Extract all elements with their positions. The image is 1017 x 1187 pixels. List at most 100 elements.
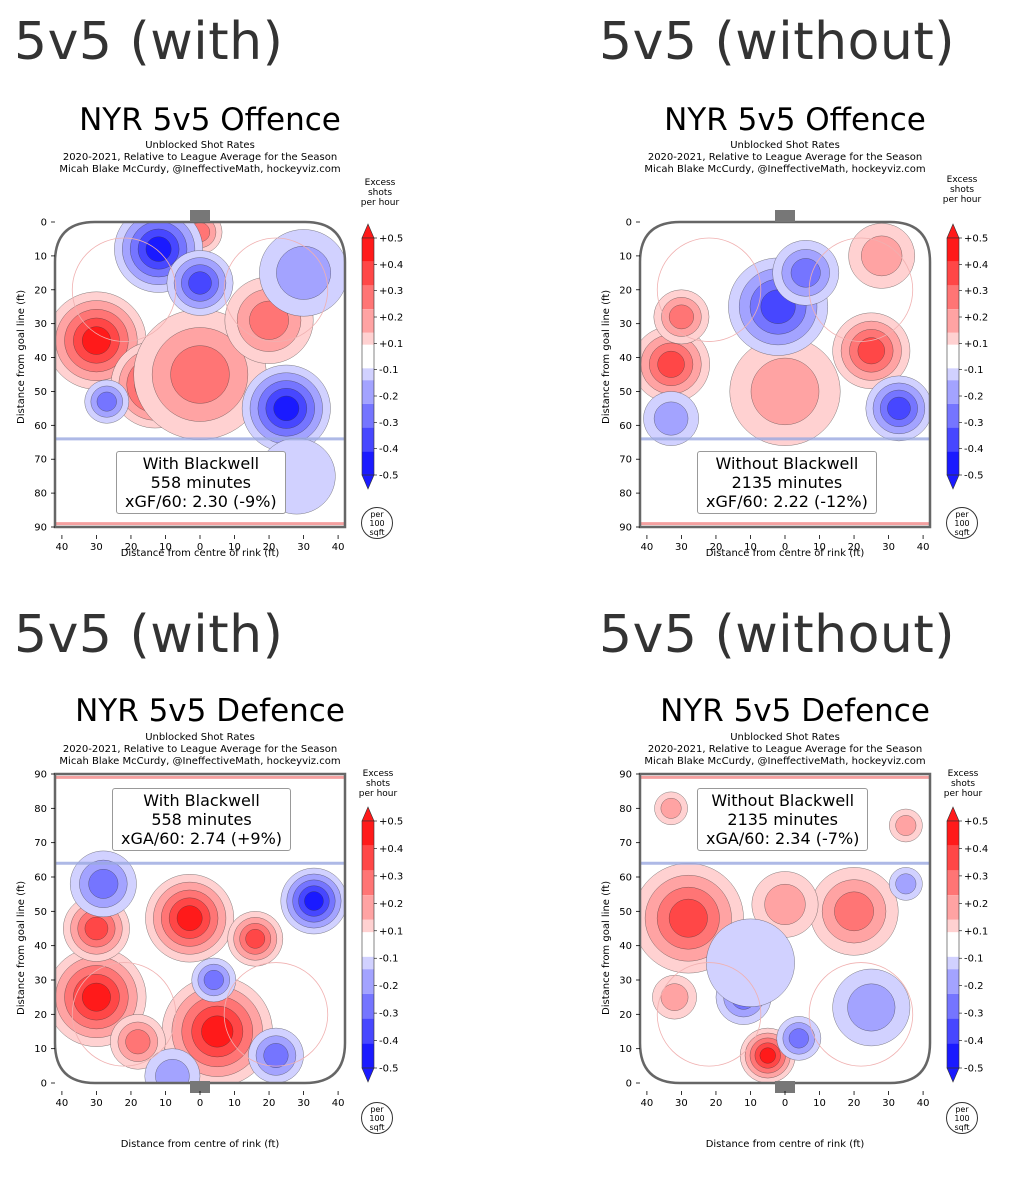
x-tick-label: 30	[882, 542, 895, 553]
faceoff-circle	[71, 962, 177, 1067]
info-box: With Blackwell 558 minutes xGF/60: 2.30 …	[116, 451, 286, 514]
y-tick-label: 50	[619, 907, 632, 918]
colorbar-frame	[361, 237, 375, 476]
x-tick-label: 10	[228, 542, 241, 553]
y-axis-label: Distance from goal line (ft)	[16, 880, 27, 1015]
heat-contour	[788, 1028, 809, 1049]
x-axis-label: Distance from centre of rink (ft)	[120, 1139, 280, 1150]
y-tick-label: 80	[619, 489, 632, 500]
y-axis-label: Distance from goal line (ft)	[16, 289, 27, 424]
colorbar-title-line: per hour	[360, 198, 400, 208]
info-xg: xGF/60: 2.22 (-12%)	[706, 492, 868, 511]
heat-contour	[857, 337, 886, 365]
colorbar-title-line: per hour	[358, 789, 398, 799]
panel-defence-without: 5v5 (without) NYR 5v5 Defence Unblocked …	[585, 593, 1017, 1186]
colorbar-segment	[362, 969, 374, 994]
colorbar-tick-label: +0.2	[964, 313, 988, 324]
x-tick-label: 10	[813, 542, 826, 553]
x-tick-label: 30	[297, 542, 310, 553]
heat-contour	[668, 304, 694, 330]
chart-title: NYR 5v5 Offence	[79, 102, 341, 138]
colorbar-extend-bottom	[946, 1067, 960, 1083]
colorbar-title-line: shots	[949, 185, 975, 195]
chart-subtitle-1: Unblocked Shot Rates	[145, 732, 255, 743]
colorbar-tick-label: -0.5	[379, 1064, 399, 1075]
heat-contour	[750, 357, 820, 426]
x-tick-label: 20	[125, 542, 138, 553]
heatmap-layer	[55, 774, 345, 1083]
colorbar-tick-label: -0.3	[379, 1009, 399, 1020]
panel-offence-with: 5v5 (with) NYR 5v5 Offence Unblocked Sho…	[0, 0, 508, 593]
heat-contour	[660, 983, 689, 1011]
colorbar-extend-top	[361, 223, 375, 239]
colorbar-tick-label: -0.4	[964, 444, 984, 455]
goal-net	[190, 1081, 210, 1093]
x-tick-label: 40	[641, 1098, 654, 1109]
info-box: With Blackwell 558 minutes xGA/60: 2.74 …	[112, 788, 292, 851]
colorbar-segment	[947, 261, 959, 286]
y-tick-label: 40	[34, 353, 47, 364]
colorbar-unit-badge: per 100 sqft	[946, 1102, 978, 1134]
y-tick-label: 90	[34, 523, 47, 534]
unit-line: per	[955, 1105, 969, 1114]
y-tick-label: 60	[34, 873, 47, 884]
faceoff-circle	[656, 237, 762, 342]
x-tick-label: 30	[882, 1098, 895, 1109]
y-tick-label: 30	[34, 976, 47, 987]
colorbar-tick-label: -0.1	[964, 365, 984, 376]
unit-line: 100	[369, 1114, 385, 1123]
panel-defence-with: 5v5 (with) NYR 5v5 Defence Unblocked Sho…	[0, 593, 508, 1186]
y-tick-label: 70	[619, 838, 632, 849]
info-player: With Blackwell	[142, 454, 260, 473]
heat-contour	[273, 395, 300, 422]
colorbar-segment	[362, 993, 374, 1019]
y-tick-label: 20	[619, 285, 632, 296]
colorbar-segment	[947, 1018, 959, 1044]
y-tick-label: 70	[34, 838, 47, 849]
faceoff-circle	[808, 237, 914, 342]
x-tick-label: 20	[125, 1098, 138, 1109]
colorbar-extend-bottom	[946, 474, 960, 490]
heat-contour	[861, 235, 903, 277]
x-tick-label: 20	[848, 1098, 861, 1109]
colorbar-segment	[947, 993, 959, 1019]
heat-contour	[706, 918, 795, 1008]
colorbar-segment	[947, 895, 959, 920]
heatmap-plot: 90 80 70 60 50 40 30 20 10 0 40 30 20 10 0 10 20 30 40 +0.5…	[619, 770, 988, 1110]
x-tick-label: 0	[782, 1098, 788, 1109]
colorbar-tick-label: +0.3	[379, 871, 403, 882]
colorbar-extend-bottom	[361, 474, 375, 490]
heat-contour	[668, 898, 708, 938]
faceoff-circle	[223, 237, 329, 342]
unit-line: sqft	[954, 528, 970, 537]
x-tick-label: 10	[744, 542, 757, 553]
y-tick-label: 60	[34, 421, 47, 432]
colorbar-tick-label: +0.5	[379, 817, 403, 828]
unit-line: sqft	[369, 1123, 385, 1132]
colorbar-tick-label: +0.2	[964, 899, 988, 910]
heat-contour	[96, 391, 117, 412]
rink-boards	[638, 220, 932, 529]
colorbar-neutral	[947, 344, 959, 369]
heat-contour	[245, 928, 266, 949]
x-tick-label: 20	[263, 1098, 276, 1109]
colorbar-title: Excess shots per hour	[932, 175, 992, 205]
heat-contour	[176, 905, 203, 932]
colorbar-segment	[362, 821, 374, 846]
panel-offence-without: 5v5 (without) NYR 5v5 Offence Unblocked …	[585, 0, 1017, 593]
colorbar-segment	[362, 261, 374, 286]
rink-boards	[53, 772, 347, 1085]
colorbar-segment	[947, 427, 959, 452]
colorbar-tick-label: +0.5	[379, 234, 403, 245]
info-minutes: 2135 minutes	[731, 473, 843, 492]
colorbar-tick-label: +0.1	[379, 339, 403, 350]
heat-contour	[657, 350, 685, 378]
heatmap-layer	[640, 774, 930, 1083]
colorbar-extend-top	[361, 806, 375, 822]
y-tick-label: 90	[34, 770, 47, 781]
y-tick-label: 50	[619, 387, 632, 398]
x-tick-label: 40	[56, 542, 69, 553]
colorbar-tick-label: -0.3	[964, 1009, 984, 1020]
colorbar-neutral	[362, 344, 374, 369]
